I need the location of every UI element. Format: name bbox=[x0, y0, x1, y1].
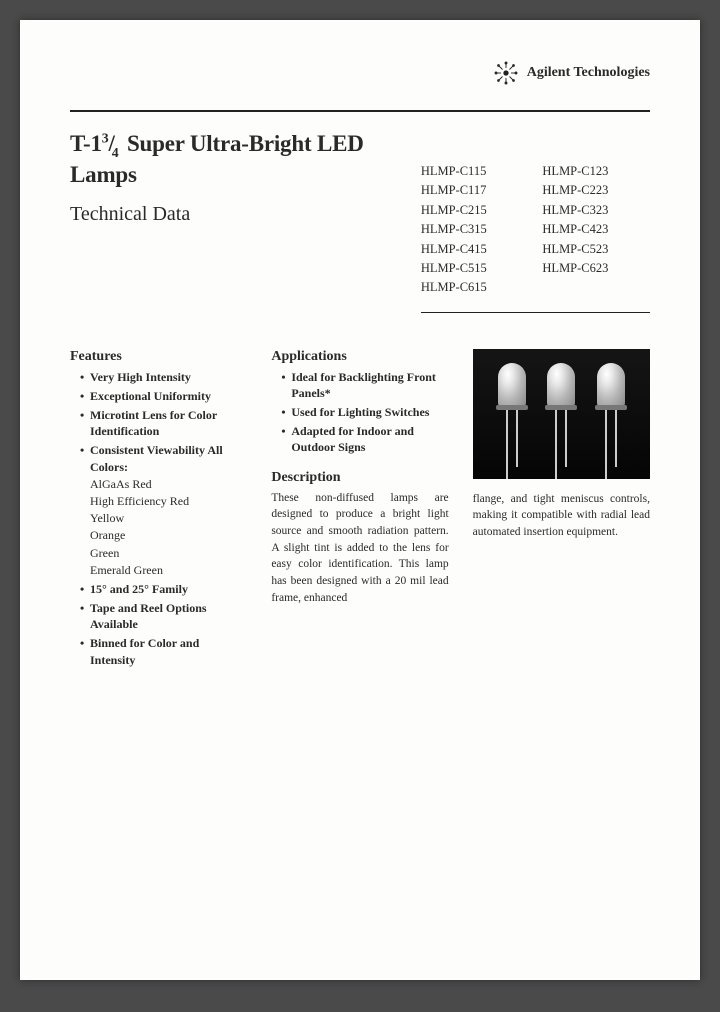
feature-item: 15° and 25° Family bbox=[80, 581, 247, 597]
feature-item: Very High Intensity bbox=[80, 369, 247, 385]
brand-name: Agilent Technologies bbox=[527, 65, 650, 81]
part-number: HLMP-C423 bbox=[542, 220, 650, 239]
features-column: Features Very High Intensity Exceptional… bbox=[70, 349, 247, 682]
part-number: HLMP-C223 bbox=[542, 181, 650, 200]
feature-item: Binned for Color and Intensity bbox=[80, 635, 247, 667]
feature-sub: Orange bbox=[90, 527, 247, 543]
datasheet-page: Agilent Technologies T-13/4 Super Ultra-… bbox=[20, 20, 700, 980]
top-rule bbox=[70, 110, 650, 112]
feature-sub: Yellow bbox=[90, 510, 247, 526]
feature-item: Microtint Lens for Color Identification bbox=[80, 407, 247, 439]
feature-text: 15° and 25° Family bbox=[90, 582, 188, 596]
part-number: HLMP-C415 bbox=[421, 240, 529, 259]
application-text: Used for Lighting Switches bbox=[291, 405, 429, 419]
brand-row: Agilent Technologies bbox=[70, 60, 650, 86]
header-left: T-13/4 Super Ultra-Bright LED Lamps Tech… bbox=[70, 130, 391, 313]
part-number: HLMP-C123 bbox=[542, 162, 650, 181]
agilent-spark-icon bbox=[493, 60, 519, 86]
applications-heading: Applications bbox=[271, 349, 448, 365]
description-para2: flange, and tight meniscus controls, mak… bbox=[473, 491, 650, 541]
feature-text: Tape and Reel Options Available bbox=[90, 601, 207, 631]
feature-sub: AlGaAs Red bbox=[90, 476, 247, 492]
feature-text: Microtint Lens for Color Identification bbox=[90, 408, 217, 438]
description-para1: These non-diffused lamps are designed to… bbox=[271, 490, 448, 607]
feature-text: Consistent Viewability All Colors: bbox=[90, 443, 223, 473]
product-photo bbox=[473, 349, 650, 479]
feature-item: Tape and Reel Options Available bbox=[80, 600, 247, 632]
feature-text: Very High Intensity bbox=[90, 370, 191, 384]
part-number: HLMP-C615 bbox=[421, 278, 529, 297]
document-subtitle: Technical Data bbox=[70, 203, 391, 226]
led-icon bbox=[594, 363, 628, 479]
spacer bbox=[70, 323, 650, 349]
feature-sub: Green bbox=[90, 545, 247, 561]
application-text: Ideal for Backlighting Front Panels* bbox=[291, 370, 436, 400]
header-block: T-13/4 Super Ultra-Bright LED Lamps Tech… bbox=[70, 130, 650, 313]
led-icon bbox=[544, 363, 578, 479]
content-columns: Features Very High Intensity Exceptional… bbox=[70, 349, 650, 682]
part-number: HLMP-C523 bbox=[542, 240, 650, 259]
part-number-block: HLMP-C115 HLMP-C117 HLMP-C215 HLMP-C315 … bbox=[421, 130, 650, 313]
feature-sub: Emerald Green bbox=[90, 562, 247, 578]
feature-item: Exceptional Uniformity bbox=[80, 388, 247, 404]
part-number: HLMP-C323 bbox=[542, 201, 650, 220]
application-item: Used for Lighting Switches bbox=[281, 404, 448, 420]
image-column: flange, and tight meniscus controls, mak… bbox=[473, 349, 650, 682]
feature-sub: High Efficiency Red bbox=[90, 493, 247, 509]
applications-list: Ideal for Backlighting Front Panels* Use… bbox=[271, 369, 448, 456]
document-title: T-13/4 Super Ultra-Bright LED Lamps bbox=[70, 130, 391, 189]
description-heading: Description bbox=[271, 470, 448, 486]
part-number: HLMP-C623 bbox=[542, 259, 650, 278]
part-number: HLMP-C315 bbox=[421, 220, 529, 239]
feature-text: Binned for Color and Intensity bbox=[90, 636, 199, 666]
title-pre: T-1 bbox=[70, 131, 102, 156]
application-item: Adapted for Indoor and Outdoor Signs bbox=[281, 423, 448, 455]
led-icon bbox=[495, 363, 529, 479]
parts-rule bbox=[421, 312, 650, 313]
feature-text: Exceptional Uniformity bbox=[90, 389, 211, 403]
application-text: Adapted for Indoor and Outdoor Signs bbox=[291, 424, 414, 454]
title-frac-num: 3 bbox=[102, 130, 109, 145]
features-list: Very High Intensity Exceptional Uniformi… bbox=[70, 369, 247, 668]
title-frac-den: 4 bbox=[112, 145, 119, 160]
part-number: HLMP-C115 bbox=[421, 162, 529, 181]
part-number: HLMP-C117 bbox=[421, 181, 529, 200]
part-number-list: HLMP-C115 HLMP-C117 HLMP-C215 HLMP-C315 … bbox=[421, 162, 650, 298]
features-heading: Features bbox=[70, 349, 247, 365]
part-number: HLMP-C515 bbox=[421, 259, 529, 278]
application-item: Ideal for Backlighting Front Panels* bbox=[281, 369, 448, 401]
part-number: HLMP-C215 bbox=[421, 201, 529, 220]
feature-item: Consistent Viewability All Colors: AlGaA… bbox=[80, 442, 247, 578]
applications-column: Applications Ideal for Backlighting Fron… bbox=[271, 349, 448, 682]
